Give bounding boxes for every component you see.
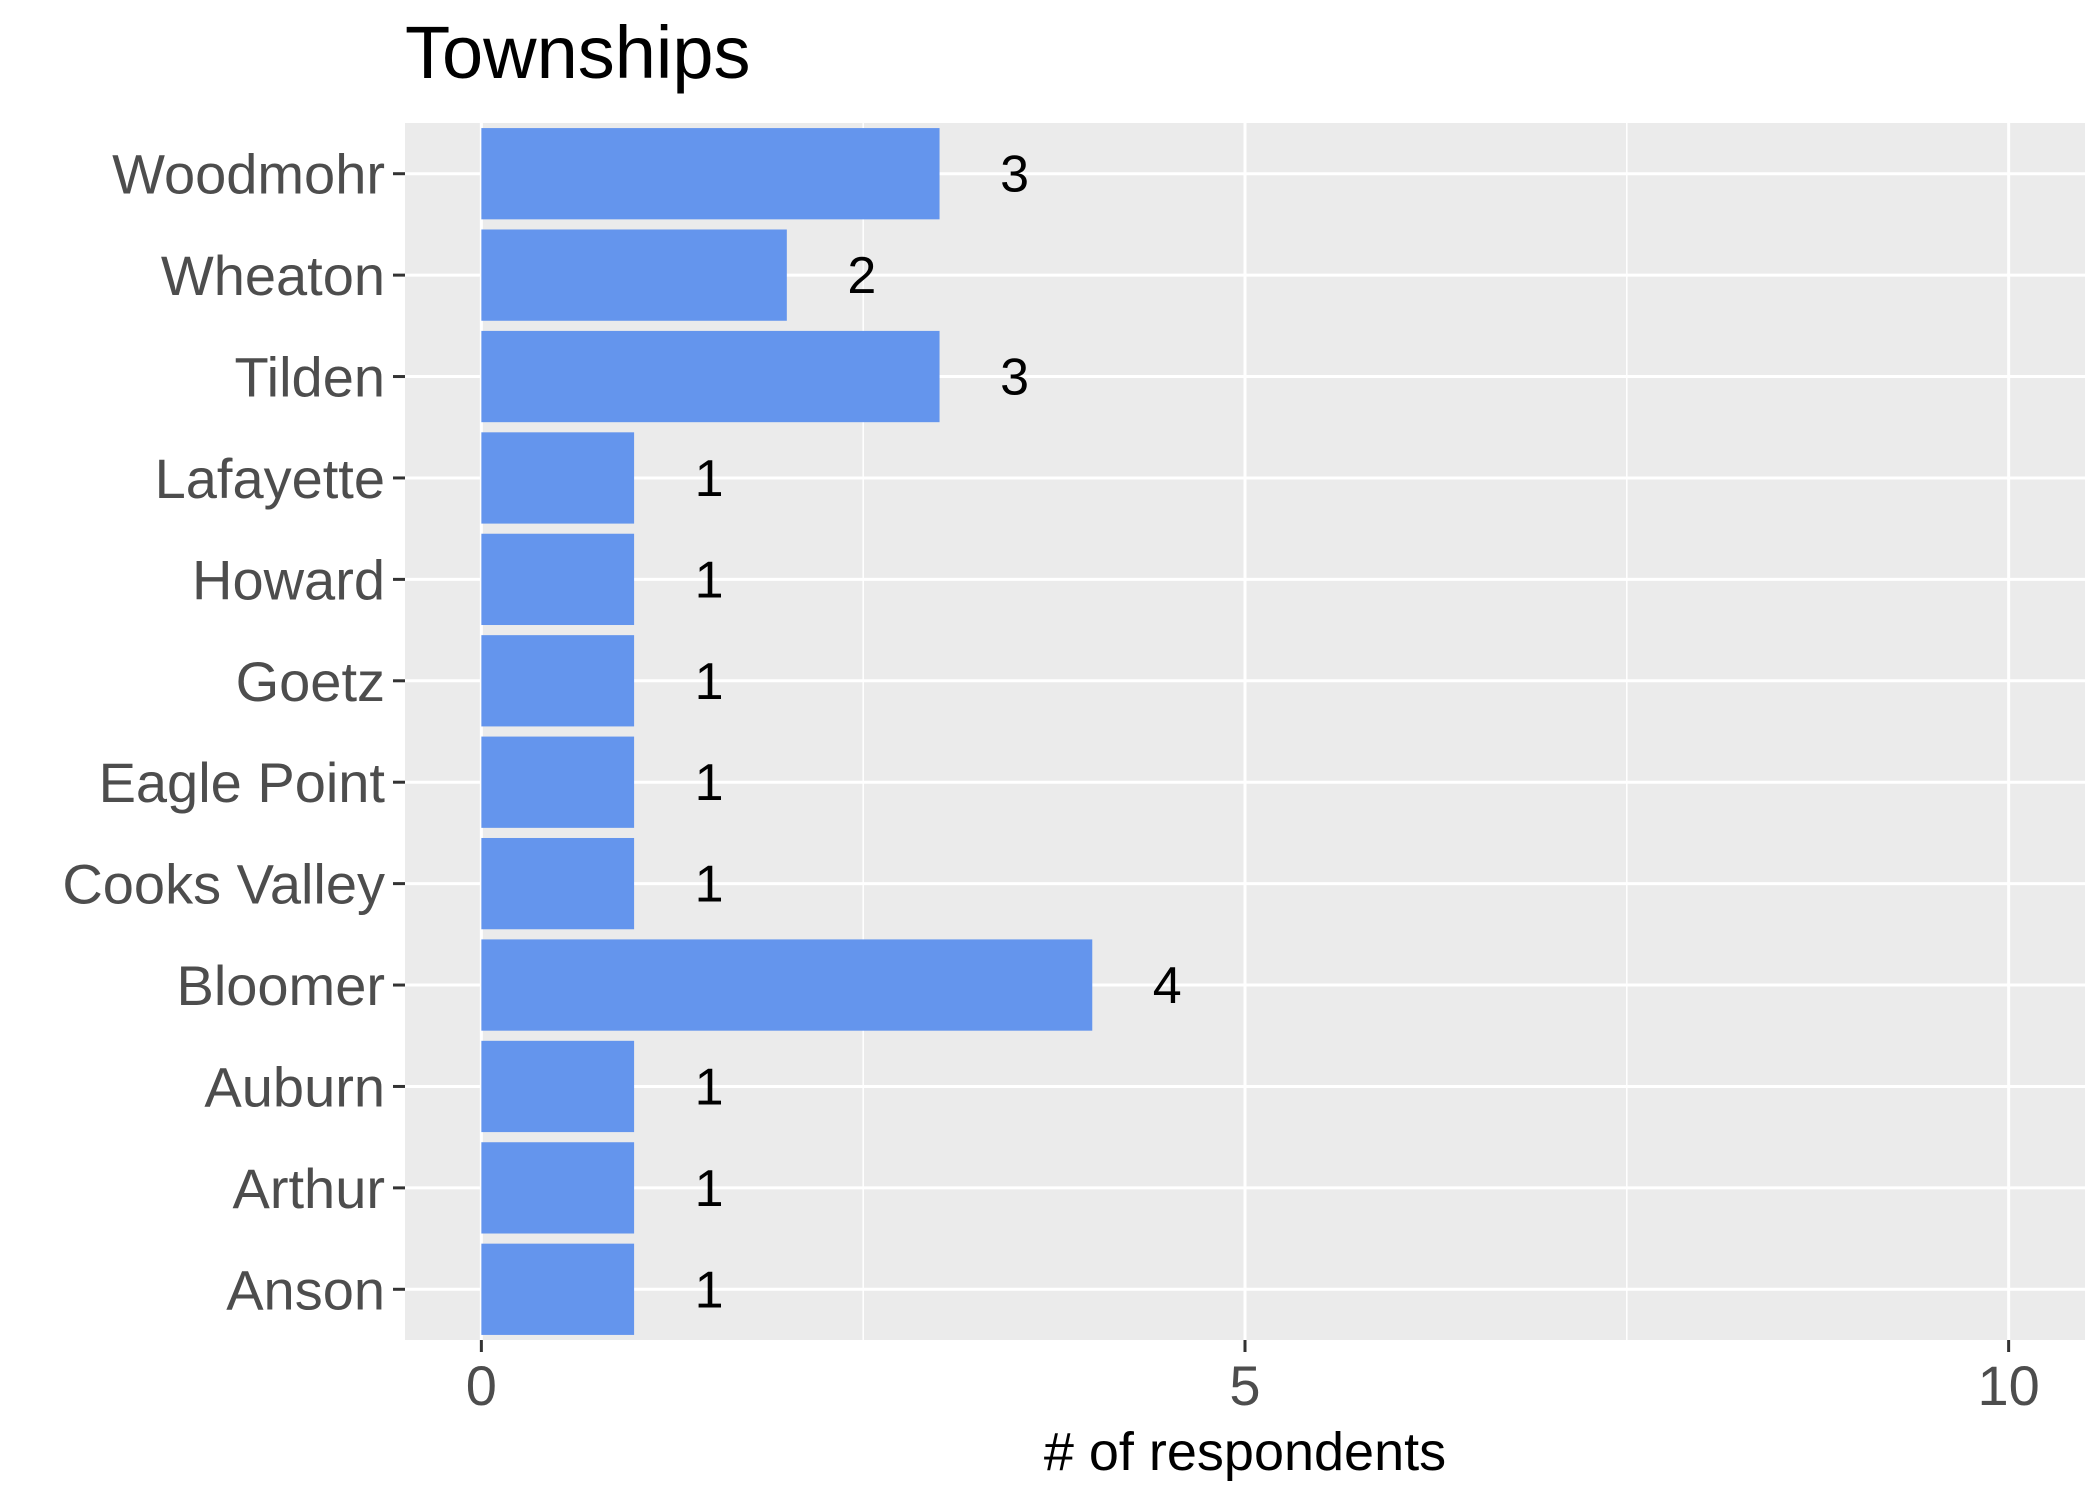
y-tick-label: Bloomer (176, 954, 385, 1017)
chart-title: Townships (405, 11, 751, 94)
x-tick-label: 0 (466, 1354, 497, 1417)
data-label: 1 (695, 1261, 724, 1319)
bar (481, 1243, 635, 1335)
y-tick-label: Eagle Point (99, 751, 386, 814)
bars (481, 128, 1093, 1335)
y-tick-label: Anson (226, 1258, 385, 1321)
bar (481, 1142, 635, 1234)
y-tick-label: Cooks Valley (62, 853, 385, 916)
bar (481, 432, 635, 524)
y-tick-label: Lafayette (155, 447, 385, 510)
bar (481, 128, 940, 220)
data-label: 3 (1000, 349, 1029, 407)
data-label: 1 (695, 653, 724, 711)
y-tick-label: Tilden (235, 346, 385, 409)
bar (481, 939, 1093, 1031)
bar (481, 736, 635, 828)
bar (481, 229, 787, 321)
value-labels: 3 2 3 1 1 1 1 1 4 1 1 1 (695, 146, 1182, 1320)
y-tick-label: Arthur (233, 1157, 386, 1220)
data-label: 4 (1153, 957, 1182, 1015)
grid-minor (862, 123, 1628, 1340)
x-axis-title: # of respondents (1044, 1422, 1446, 1482)
data-label: 1 (695, 450, 724, 508)
data-label: 3 (1000, 146, 1029, 204)
x-tick-label: 10 (1977, 1354, 2039, 1417)
bar (481, 330, 940, 423)
data-label: 1 (695, 1160, 724, 1218)
data-label: 1 (695, 551, 724, 609)
y-tick-label: Goetz (236, 650, 385, 713)
bar (481, 837, 635, 930)
bar (481, 1040, 635, 1133)
bar (481, 533, 635, 626)
y-tick-label: Auburn (204, 1055, 385, 1118)
data-label: 2 (847, 247, 876, 305)
x-tick-label: 5 (1229, 1354, 1260, 1417)
data-label: 1 (695, 856, 724, 914)
data-label: 1 (695, 754, 724, 812)
y-tick-label: Wheaton (161, 244, 385, 307)
y-axis: Woodmohr Wheaton Tilden Lafayette Howard Goet… (62, 143, 405, 1321)
y-tick-label: Woodmohr (112, 143, 385, 206)
bar (481, 635, 635, 727)
data-label: 1 (695, 1058, 724, 1116)
y-tick-label: Howard (192, 548, 385, 611)
x-axis: 0 5 10 (466, 1340, 2040, 1417)
